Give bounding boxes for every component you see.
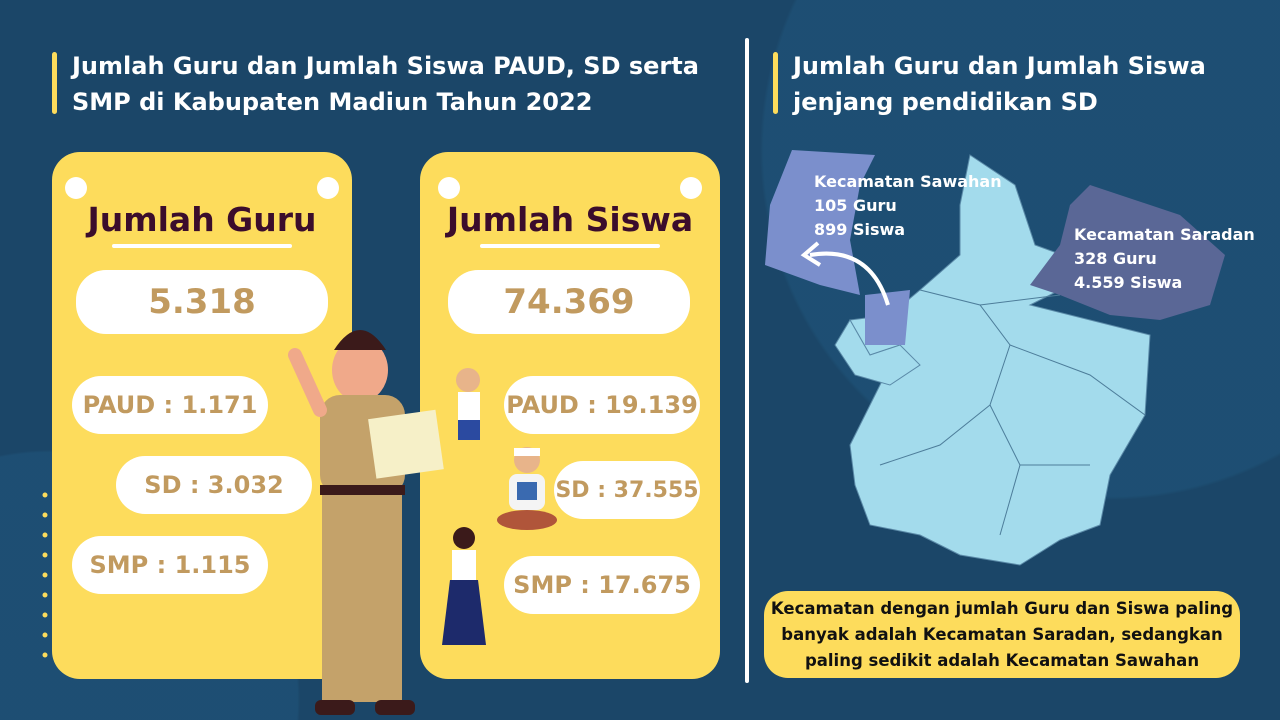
dot xyxy=(42,592,48,598)
heading-underline xyxy=(112,244,292,248)
guru-paud: PAUD : 1.171 xyxy=(72,376,268,434)
students-illustration xyxy=(442,368,486,645)
right-title: Jumlah Guru dan Jumlah Siswa jenjang pen… xyxy=(773,48,1233,120)
guru-heading: Jumlah Guru xyxy=(87,200,317,239)
siswa-smp: SMP : 17.675 xyxy=(504,556,700,614)
map-region-west xyxy=(834,319,921,386)
teacher-illustration xyxy=(288,330,444,715)
dot xyxy=(42,612,48,618)
saradan-label: Kecamatan Saradan 328 Guru 4.559 Siswa xyxy=(1074,223,1255,295)
dot xyxy=(42,632,48,638)
saradan-guru: 328 Guru xyxy=(1074,249,1157,268)
guru-smp: SMP : 1.115 xyxy=(72,536,268,594)
map-region-sawahan-small xyxy=(865,290,910,345)
siswa-paud: PAUD : 19.139 xyxy=(504,376,700,434)
arrow-head-icon xyxy=(800,241,822,267)
siswa-heading: Jumlah Siswa xyxy=(446,200,694,239)
map-borders xyxy=(879,289,1146,536)
map-region-saradan xyxy=(1030,185,1225,320)
dot xyxy=(42,492,48,498)
sawahan-guru: 105 Guru xyxy=(814,196,897,215)
sawahan-siswa: 899 Siswa xyxy=(814,220,906,239)
dot xyxy=(42,572,48,578)
saradan-siswa: 4.559 Siswa xyxy=(1074,273,1183,292)
arrow-icon xyxy=(809,251,890,306)
card-hole xyxy=(317,177,339,199)
divider xyxy=(745,38,749,683)
dot xyxy=(42,532,48,538)
card-hole xyxy=(438,177,460,199)
sawahan-name: Kecamatan Sawahan xyxy=(814,172,1002,191)
card-hole xyxy=(680,177,702,199)
heading-underline xyxy=(480,244,660,248)
madiun-map xyxy=(765,150,1225,566)
saradan-name: Kecamatan Saradan xyxy=(1074,225,1255,244)
siswa-sd: SD : 37.555 xyxy=(554,461,700,519)
card-hole xyxy=(65,177,87,199)
guru-sd: SD : 3.032 xyxy=(116,456,312,514)
student-reading-illustration xyxy=(497,447,557,530)
sawahan-label: Kecamatan Sawahan 105 Guru 899 Siswa xyxy=(814,170,1002,242)
left-title: Jumlah Guru dan Jumlah Siswa PAUD, SD se… xyxy=(52,48,712,120)
dot xyxy=(42,552,48,558)
siswa-total: 74.369 xyxy=(448,270,690,334)
guru-card: Jumlah Guru 5.318 PAUD : 1.171 SD : 3.03… xyxy=(52,152,352,679)
summary-note: Kecamatan dengan jumlah Guru dan Siswa p… xyxy=(764,591,1240,678)
dot xyxy=(42,652,48,658)
dot xyxy=(42,512,48,518)
guru-total: 5.318 xyxy=(76,270,328,334)
